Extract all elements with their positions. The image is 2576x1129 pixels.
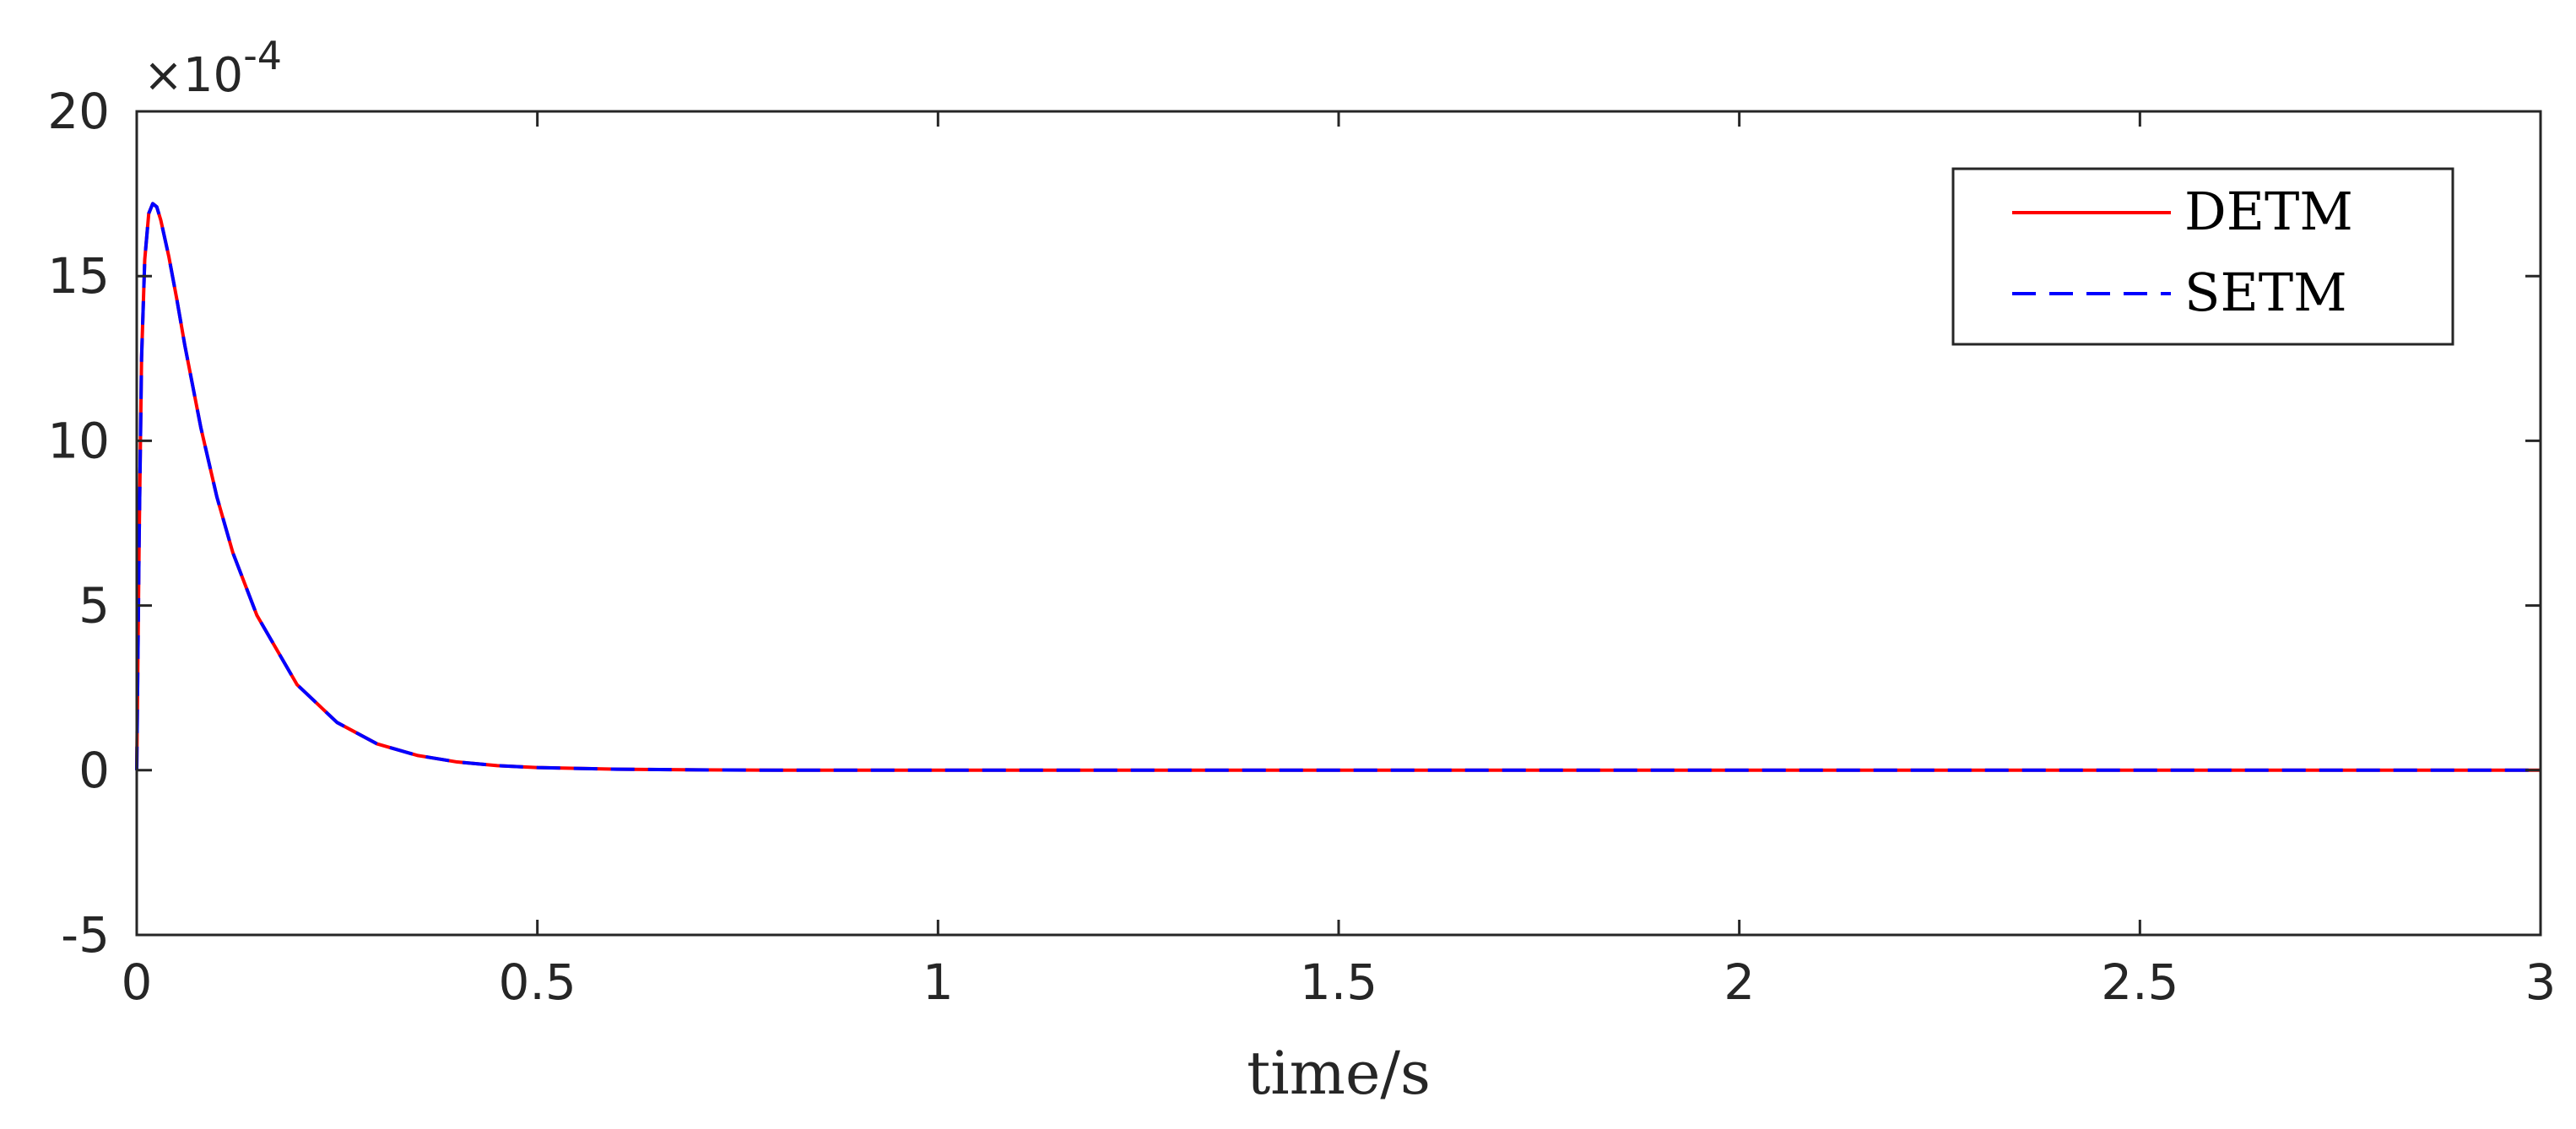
x-tick-label: 2.5 <box>2101 953 2178 1011</box>
y-exponent-label: ×10-4 <box>143 33 282 103</box>
y-exponent-power: -4 <box>243 33 282 78</box>
ticks-layer <box>135 110 2542 937</box>
y-exponent-base: ×10 <box>143 48 243 103</box>
y-tick-label: 10 <box>47 412 110 469</box>
x-tick-label: 2 <box>1724 953 1755 1011</box>
series-layer <box>135 202 2541 772</box>
x-tick-label: 0 <box>122 953 153 1011</box>
x-tick-label: 0.5 <box>499 953 576 1011</box>
series-line-setm <box>135 202 2541 772</box>
x-tick-label: 1.5 <box>1300 953 1377 1011</box>
legend-label-detm: DETM <box>2184 181 2353 242</box>
x-tick-label: 1 <box>923 953 954 1011</box>
legend-box <box>1951 167 2454 346</box>
y-tick-label: 15 <box>47 247 110 305</box>
y-tick-label: -5 <box>61 906 110 964</box>
x-tick-label: 3 <box>2525 953 2557 1011</box>
y-tick-label: 5 <box>78 577 110 635</box>
legend-label-setm: SETM <box>2184 262 2347 323</box>
y-tick-label: 20 <box>47 83 110 140</box>
y-tick-label: 0 <box>78 742 110 799</box>
x-axis-label: time/s <box>1247 1039 1431 1108</box>
legend: DETM SETM <box>1951 167 2454 346</box>
